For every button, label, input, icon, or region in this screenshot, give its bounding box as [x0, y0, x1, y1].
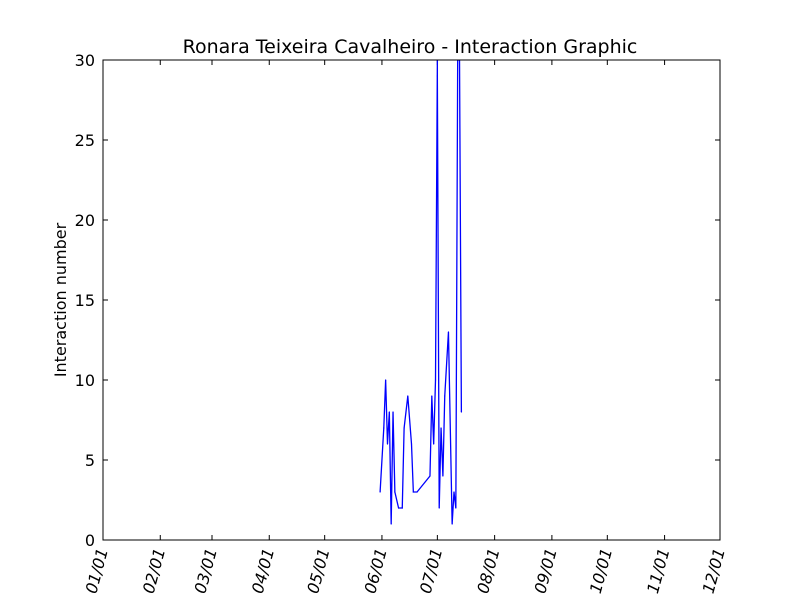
y-tick-label: 30: [75, 51, 95, 70]
x-tick-label: 10/01: [586, 546, 616, 595]
y-tick-label: 25: [75, 131, 95, 150]
y-tick-label: 15: [75, 291, 95, 310]
data-point: [412, 491, 414, 493]
data-point: [453, 491, 455, 493]
data-point: [390, 523, 392, 525]
x-tick-label: 01/01: [82, 546, 112, 595]
data-point: [379, 491, 381, 493]
data-point: [407, 395, 409, 397]
data-point: [429, 475, 431, 477]
data-point: [401, 507, 403, 509]
data-point: [455, 507, 457, 509]
y-tick-label: 0: [85, 531, 95, 550]
data-point: [447, 331, 450, 333]
y-tick-label: 20: [75, 211, 95, 230]
data-point: [416, 491, 418, 493]
y-axis-label: Interaction number: [51, 222, 70, 377]
data-point: [392, 411, 394, 413]
axis-ticks: 0 5 10 15 20 25 30 01/01 02/01 03/01 04/01 05/01 06/…: [75, 51, 729, 596]
data-point: [383, 427, 385, 429]
x-tick-label: 07/01: [416, 546, 446, 595]
series-line: [379, 60, 463, 525]
plot-frame: [102, 59, 721, 541]
data-point: [460, 411, 462, 413]
data-point: [451, 523, 453, 525]
data-point: [385, 379, 387, 381]
y-tick-label: 5: [85, 451, 95, 470]
x-tick-label: 02/01: [139, 546, 169, 595]
data-point: [442, 475, 444, 477]
series-group: [379, 60, 463, 525]
data-point: [403, 427, 405, 429]
data-point: [433, 443, 435, 445]
x-tick-label: 03/01: [191, 546, 221, 595]
data-point: [394, 491, 396, 493]
data-point: [434, 379, 437, 381]
x-tick-label: 05/01: [303, 546, 333, 595]
data-point: [440, 427, 442, 429]
data-point: [438, 507, 440, 509]
data-point: [444, 395, 446, 397]
x-tick-label: 11/01: [643, 546, 673, 595]
x-tick-label: 09/01: [530, 546, 560, 595]
data-point: [386, 443, 389, 445]
y-tick-label: 10: [75, 371, 95, 390]
chart-title: Ronara Teixeira Cavalheiro - Interaction…: [183, 36, 638, 58]
data-point: [388, 411, 390, 413]
x-tick-label: 04/01: [248, 546, 278, 595]
data-point: [431, 395, 433, 397]
data-point: [436, 75, 438, 77]
x-tick-label: 12/01: [699, 546, 729, 595]
data-point: [410, 443, 413, 445]
data-point: [397, 507, 400, 509]
x-tick-label: 06/01: [361, 546, 391, 595]
x-tick-label: 08/01: [473, 546, 503, 595]
